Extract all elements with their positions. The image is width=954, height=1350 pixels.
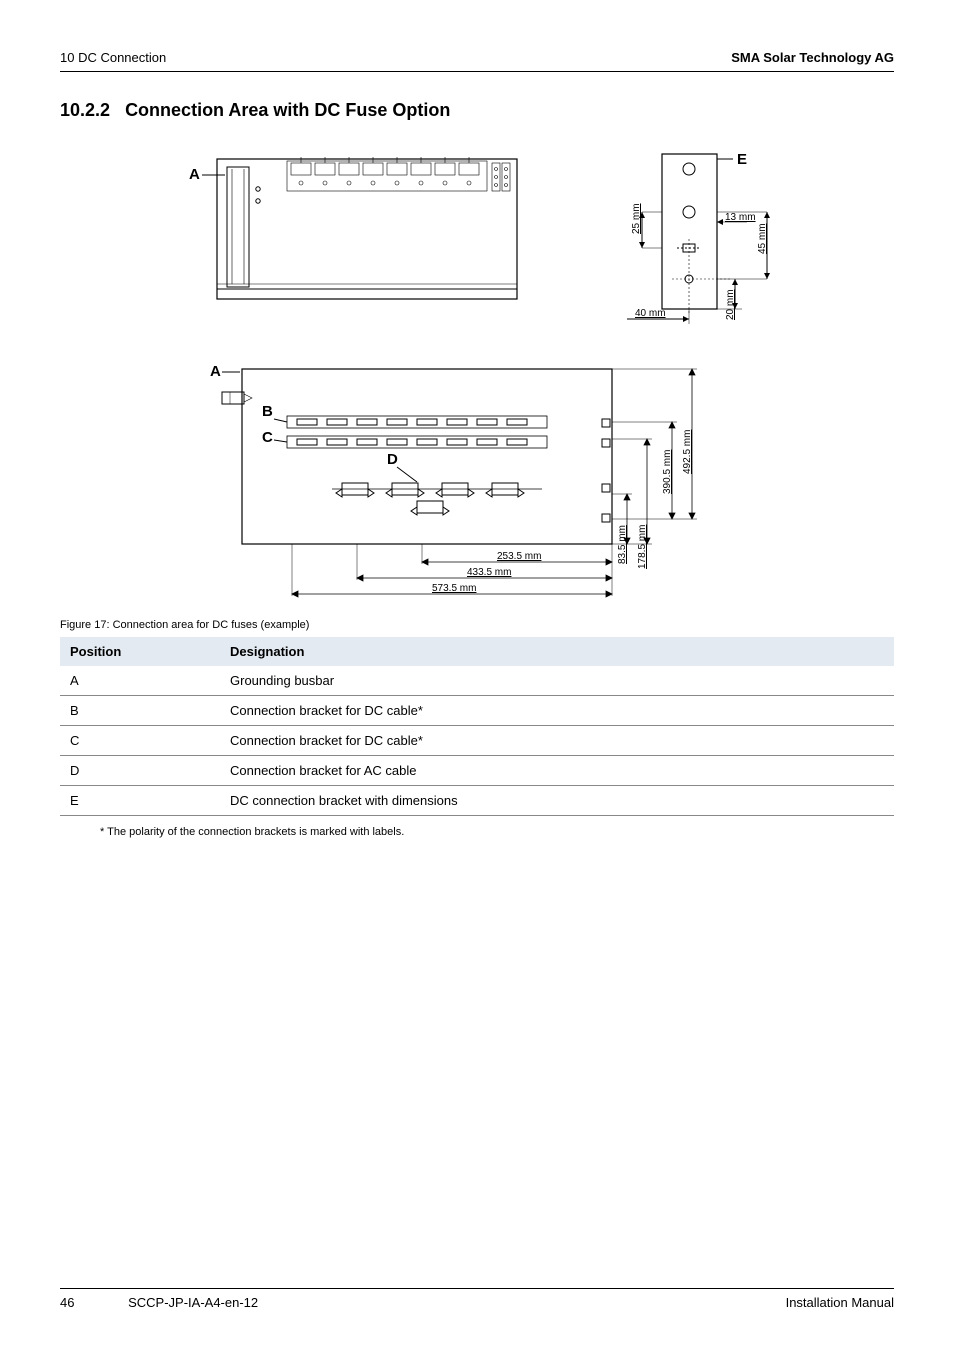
legend-table: Position Designation AGrounding busbar B…: [60, 637, 894, 816]
fuse-row: [287, 157, 487, 191]
page-header: 10 DC Connection SMA Solar Technology AG: [60, 50, 894, 65]
dim-178: 178.5 mm: [637, 525, 648, 569]
section-heading: 10.2.2 Connection Area with DC Fuse Opti…: [60, 100, 894, 121]
dim-83: 83.5 mm: [617, 525, 628, 564]
table-row: AGrounding busbar: [60, 666, 894, 696]
label-a2: A: [210, 363, 221, 380]
panel-top-right: E 25 mm 13 mm 45 mm: [627, 151, 770, 324]
dim-390: 390.5 mm: [662, 450, 673, 494]
table-row: DConnection bracket for AC cable: [60, 756, 894, 786]
dim-45: 45 mm: [757, 223, 768, 254]
table-row: CConnection bracket for DC cable*: [60, 726, 894, 756]
page-footer: 46 SCCP-JP-IA-A4-en-12 Installation Manu…: [60, 1288, 894, 1310]
th-designation: Designation: [220, 637, 894, 666]
section-number: 10.2.2: [60, 100, 110, 120]
dim-20: 20 mm: [725, 289, 736, 320]
label-d: D: [387, 451, 398, 468]
panel-bottom: A B C D 253.5 mm 43: [210, 363, 697, 597]
figure-caption: Figure 17: Connection area for DC fuses …: [60, 619, 894, 631]
footnote: * The polarity of the connection bracket…: [100, 826, 894, 838]
table-row: BConnection bracket for DC cable*: [60, 696, 894, 726]
header-right: SMA Solar Technology AG: [731, 50, 894, 65]
dim-433: 433.5 mm: [467, 567, 511, 578]
page: 10 DC Connection SMA Solar Technology AG…: [0, 0, 954, 1350]
figure-svg: A E: [127, 139, 827, 609]
th-position: Position: [60, 637, 220, 666]
dim-573: 573.5 mm: [432, 583, 476, 594]
header-left: 10 DC Connection: [60, 50, 166, 65]
manual-label: Installation Manual: [786, 1295, 894, 1310]
label-e: E: [737, 151, 747, 168]
table-row: EDC connection bracket with dimensions: [60, 786, 894, 816]
panel-top-left: A: [189, 157, 517, 299]
dim-492: 492.5 mm: [682, 430, 693, 474]
dim-25: 25 mm: [631, 203, 642, 234]
dim-13: 13 mm: [725, 212, 756, 223]
header-rule: [60, 71, 894, 72]
figure-container: A E: [60, 139, 894, 609]
dim-40: 40 mm: [635, 308, 666, 319]
label-a: A: [189, 166, 200, 183]
label-b: B: [262, 403, 273, 420]
dim-253: 253.5 mm: [497, 551, 541, 562]
doc-code: SCCP-JP-IA-A4-en-12: [128, 1295, 258, 1310]
page-number: 46: [60, 1295, 74, 1310]
label-c: C: [262, 429, 273, 446]
table-header-row: Position Designation: [60, 637, 894, 666]
section-title-text: Connection Area with DC Fuse Option: [125, 100, 450, 120]
